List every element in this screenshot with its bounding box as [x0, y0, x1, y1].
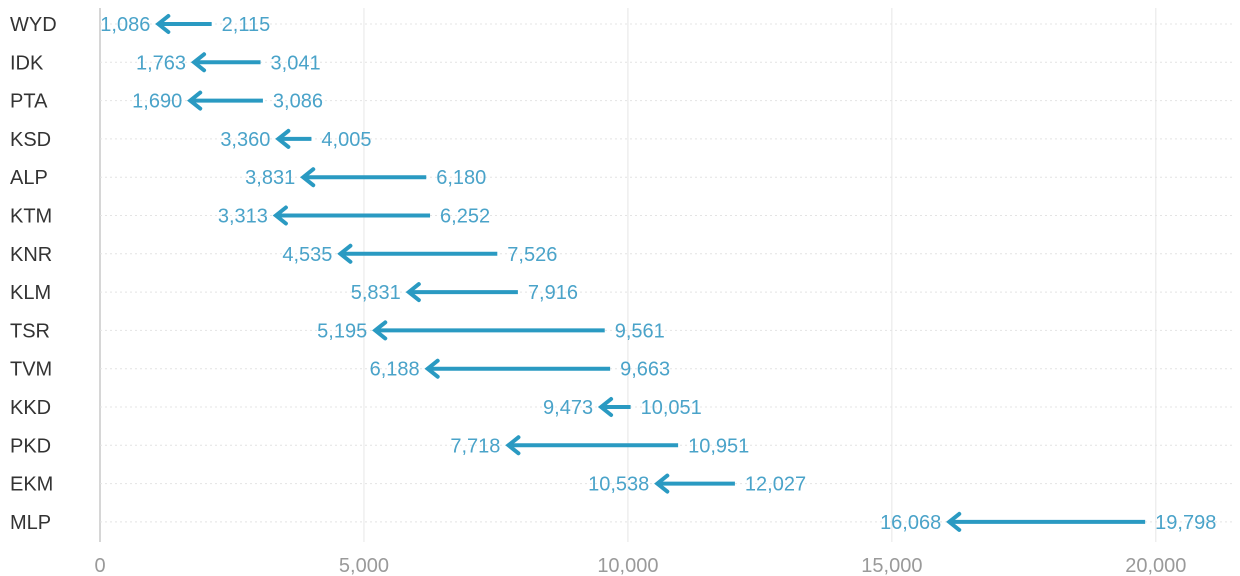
x-tick-label: 20,000: [1125, 555, 1186, 576]
arrow-head: [505, 435, 521, 456]
to-value-label: 7,718: [450, 435, 500, 457]
arrow-head: [654, 473, 670, 494]
from-value-label: 19,798: [1155, 512, 1216, 534]
x-tick-label: 15,000: [861, 555, 922, 576]
from-value-label: 3,041: [271, 52, 321, 74]
from-value-label: 10,051: [641, 397, 702, 419]
to-value-label: 1,763: [136, 52, 186, 74]
x-tick-label: 5,000: [339, 555, 389, 576]
from-value-label: 2,115: [222, 14, 271, 36]
x-axis: 0 5,000 10,000 15,000 20,000: [94, 555, 1186, 576]
arrow-head: [187, 90, 203, 111]
to-value-label: 1,086: [100, 14, 150, 36]
to-value-label: 16,068: [880, 512, 941, 534]
to-value-label: 4,535: [282, 244, 332, 266]
arrow-head: [424, 358, 440, 379]
category-label: IDK: [10, 52, 44, 74]
to-value-label: 5,831: [351, 282, 401, 304]
arrow-head: [337, 243, 353, 264]
category-label: EKM: [10, 474, 53, 496]
to-value-label: 9,473: [543, 397, 593, 419]
from-value-label: 9,561: [615, 320, 665, 342]
arrow-head: [275, 128, 291, 149]
category-label: WYD: [10, 14, 57, 36]
from-value-label: 10,951: [688, 435, 749, 457]
category-label: PTA: [10, 91, 48, 113]
from-value-label: 3,086: [273, 91, 323, 113]
category-label: PKD: [10, 435, 51, 457]
category-label: KNR: [10, 244, 52, 266]
arrow-head: [300, 167, 316, 188]
grid-layer: [99, 8, 1235, 542]
from-value-label: 7,916: [528, 282, 578, 304]
to-value-label: 5,195: [317, 320, 367, 342]
arrow-head: [155, 14, 171, 34]
from-value-label: 6,180: [436, 167, 486, 189]
from-value-label: 4,005: [321, 129, 371, 151]
to-value-label: 3,313: [218, 206, 268, 228]
rows-layer: WYD 1,086 2,115 IDK 1,763 3,041 PTA 1,690 3,086 K…: [10, 14, 1216, 534]
to-value-label: 10,538: [588, 474, 649, 496]
to-value-label: 3,360: [220, 129, 270, 151]
x-tick-label: 10,000: [597, 555, 658, 576]
arrow-head: [190, 52, 207, 73]
category-label: KSD: [10, 129, 51, 151]
arrow-head: [597, 397, 614, 417]
from-value-label: 9,663: [620, 359, 670, 381]
category-label: KLM: [10, 282, 51, 304]
to-value-label: 6,188: [370, 359, 420, 381]
from-value-label: 6,252: [440, 206, 490, 228]
to-value-label: 1,690: [132, 91, 182, 113]
to-value-label: 3,831: [245, 167, 295, 189]
category-label: ALP: [10, 167, 48, 189]
arrow-head: [372, 320, 388, 341]
arrow-head: [272, 205, 288, 226]
from-value-label: 7,526: [507, 244, 557, 266]
arrow-head: [405, 282, 421, 303]
category-label: KTM: [10, 206, 52, 228]
category-label: TVM: [10, 359, 52, 381]
category-label: TSR: [10, 320, 50, 342]
category-label: MLP: [10, 512, 51, 534]
arrow-head: [946, 511, 962, 532]
x-tick-label: 0: [94, 555, 105, 576]
from-value-label: 12,027: [745, 474, 806, 496]
category-label: KKD: [10, 397, 51, 419]
